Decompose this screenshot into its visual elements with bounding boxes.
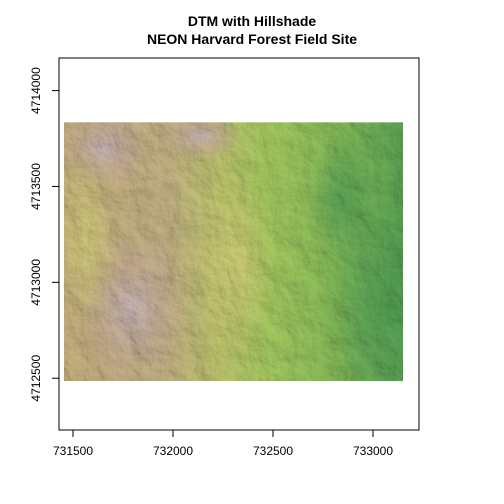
y-tick-label: 4713500 (29, 163, 43, 210)
y-tick-label: 4713000 (29, 259, 43, 306)
y-axis: 4712500 4713000 4713500 4714000 (29, 67, 60, 402)
raster-layer (64, 122, 403, 382)
y-tick-label: 4712500 (29, 355, 43, 402)
title-line-2: NEON Harvard Forest Field Site (147, 31, 357, 47)
y-tick-label: 4714000 (29, 67, 43, 114)
x-tick-label: 733000 (353, 444, 393, 458)
title-line-1: DTM with Hillshade (188, 13, 317, 29)
x-axis: 731500 732000 732500 733000 (53, 429, 393, 458)
x-tick-label: 732500 (253, 444, 293, 458)
x-tick-label: 732000 (153, 444, 193, 458)
plot-frame (58, 57, 420, 431)
x-tick-label: 731500 (53, 444, 93, 458)
hillshade-overlay (64, 122, 403, 382)
chart-title: DTM with Hillshade NEON Harvard Forest F… (147, 13, 357, 47)
